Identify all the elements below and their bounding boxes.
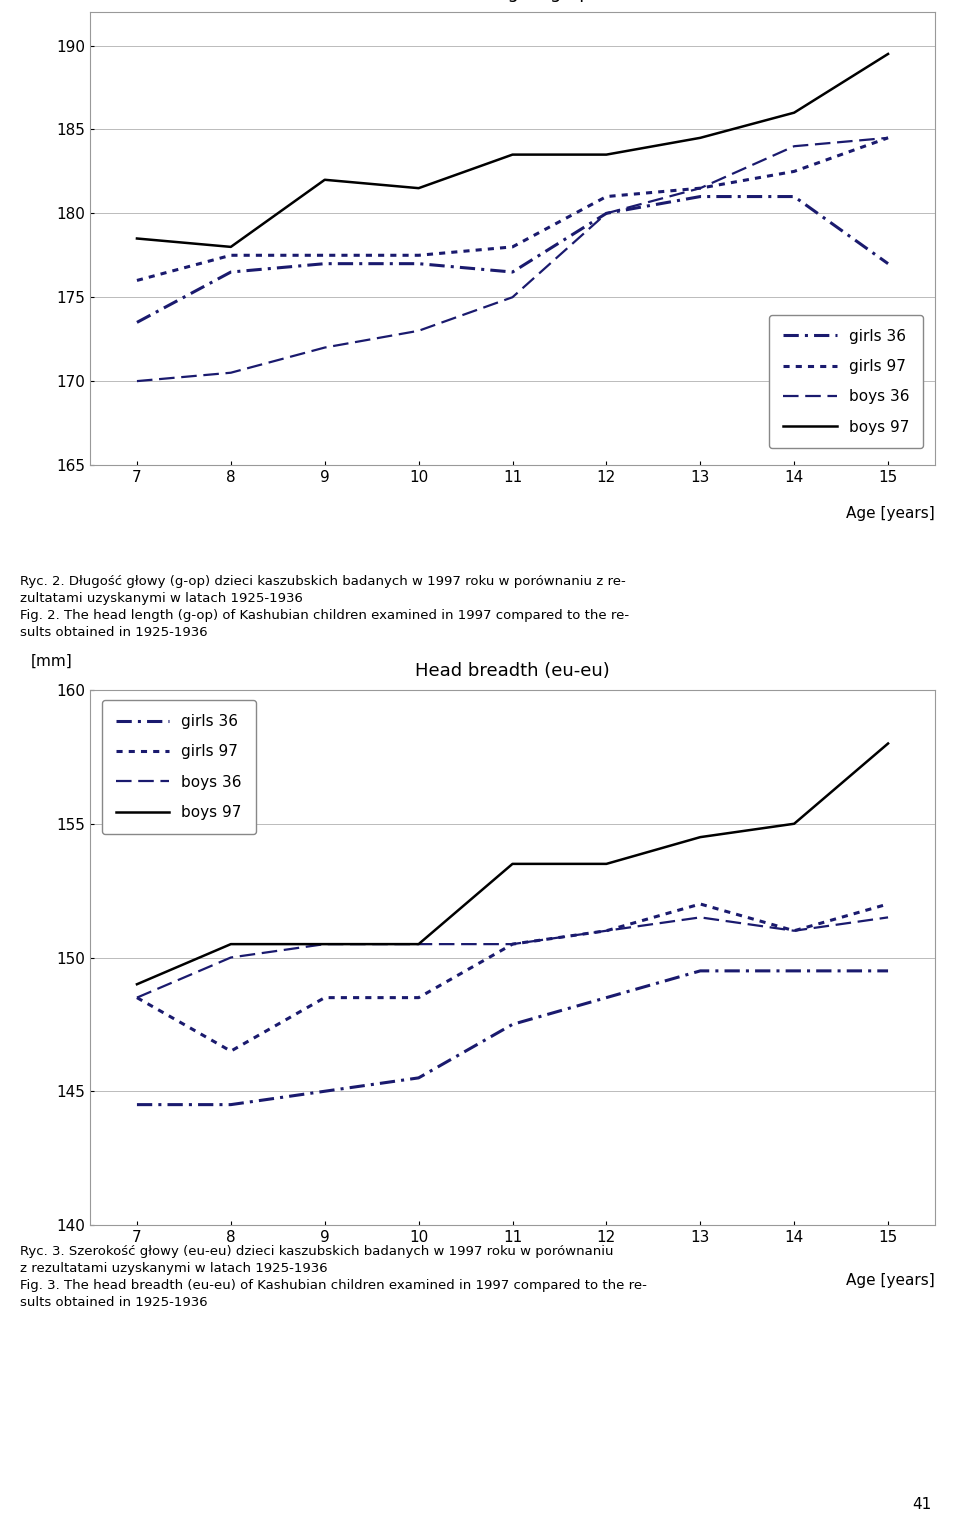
Text: Ryc. 3. Szerokość głowy (eu-eu) dzieci kaszubskich badanych w 1997 roku w porówn: Ryc. 3. Szerokość głowy (eu-eu) dzieci k… — [20, 1245, 647, 1310]
Text: [mm]: [mm] — [31, 653, 73, 669]
Text: Age [years]: Age [years] — [847, 506, 935, 520]
Text: 41: 41 — [912, 1496, 931, 1512]
Legend: girls 36, girls 97, boys 36, boys 97: girls 36, girls 97, boys 36, boys 97 — [102, 701, 255, 834]
Title: Head length (g-op): Head length (g-op) — [427, 0, 598, 2]
Title: Head breadth (eu-eu): Head breadth (eu-eu) — [415, 662, 610, 681]
Legend: girls 36, girls 97, boys 36, boys 97: girls 36, girls 97, boys 36, boys 97 — [770, 315, 924, 448]
Text: Age [years]: Age [years] — [847, 1273, 935, 1288]
Text: Ryc. 2. Długość głowy (g-op) dzieci kaszubskich badanych w 1997 roku w porównani: Ryc. 2. Długość głowy (g-op) dzieci kasz… — [20, 575, 629, 640]
